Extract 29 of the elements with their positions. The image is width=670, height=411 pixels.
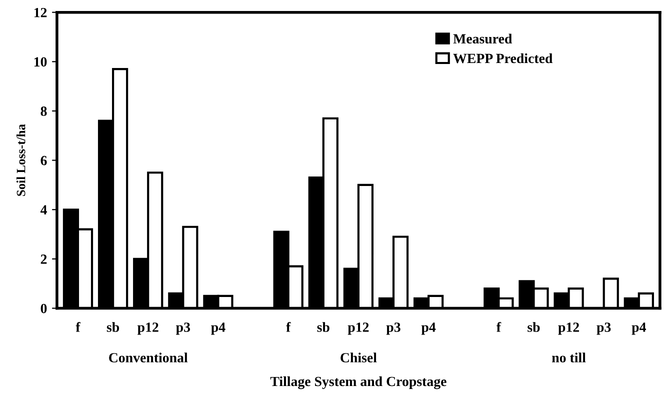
x-tick-label: p4 <box>632 322 646 335</box>
x-axis-title: Tillage System and Cropstage <box>270 376 446 390</box>
x-tick-label: p4 <box>211 322 226 335</box>
text: Conventional <box>109 352 188 362</box>
y-tick-label: 4 <box>40 205 47 214</box>
text: no till <box>552 352 586 362</box>
y-axis-title: Soil Loss-t/ha <box>16 124 26 196</box>
x-tick-label: sb <box>317 322 330 332</box>
x-tick-label: p3 <box>596 322 611 335</box>
y-tick-label: 10 <box>34 57 47 67</box>
x-tick-label: sb <box>106 322 120 332</box>
text: Chisel <box>340 352 377 362</box>
x-tick-label: sb <box>528 322 540 332</box>
x-tick-label: p12 <box>137 322 158 335</box>
legend-label: WEPP Predicted <box>453 53 553 64</box>
x-tick-label: p4 <box>421 322 436 335</box>
x-tick-label: p3 <box>386 322 400 335</box>
x-tick-label: f <box>76 322 80 332</box>
y-tick-label: 12 <box>34 8 47 18</box>
y-tick-label: 2 <box>40 254 47 264</box>
x-tick-label: f <box>496 322 502 332</box>
legend-label: Measured <box>453 34 512 44</box>
x-tick-label: f <box>286 322 291 332</box>
x-tick-label: p12 <box>348 322 369 335</box>
x-tick-label: p3 <box>176 322 190 335</box>
y-tick-label: 0 <box>40 304 47 314</box>
y-tick-label: 6 <box>40 156 47 166</box>
y-tick-label: 8 <box>40 106 47 116</box>
x-tick-label: p12 <box>558 322 580 335</box>
